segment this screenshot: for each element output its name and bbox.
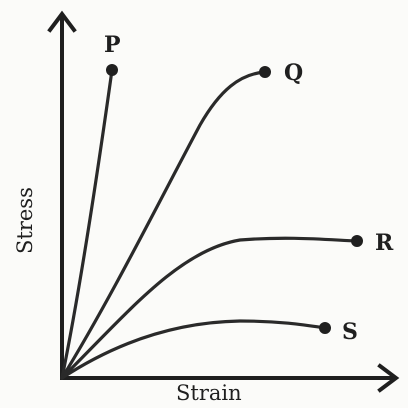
curve-p	[60, 68, 114, 380]
curve-p-label: P	[104, 32, 121, 58]
curve-r-endpoint	[351, 235, 363, 247]
curve-q-label: Q	[284, 60, 303, 86]
curve-r	[60, 236, 359, 380]
curve-p-endpoint	[106, 64, 118, 76]
x-axis-arrowhead	[377, 363, 400, 393]
curve-s-endpoint	[319, 322, 331, 334]
curve-q	[60, 70, 267, 380]
y-axis-arrowhead	[47, 10, 77, 33]
x-axis-label: Strain	[176, 381, 242, 405]
curve-s	[60, 319, 327, 380]
curve-s-label: S	[342, 319, 358, 345]
y-axis-label: Stress	[13, 187, 37, 254]
curve-q-endpoint	[259, 66, 271, 78]
curve-r-label: R	[375, 230, 394, 256]
